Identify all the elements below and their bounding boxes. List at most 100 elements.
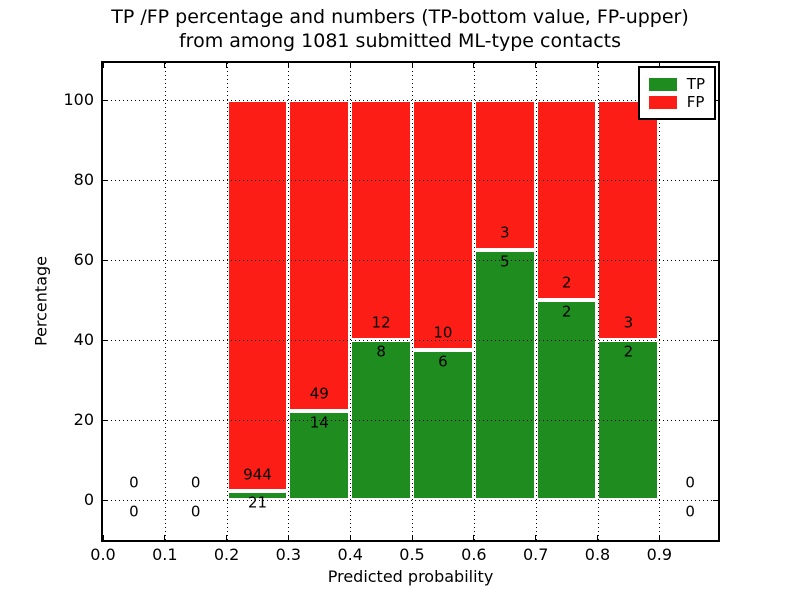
- y-tick-mark: [713, 179, 718, 181]
- bar-segment-tp: [473, 250, 536, 500]
- annotation-tp-count: 8: [376, 342, 386, 361]
- chart-title: TP /FP percentage and numbers (TP-bottom…: [0, 5, 800, 53]
- tp-legend-swatch: [648, 77, 677, 91]
- x-tick-mark: [411, 535, 413, 540]
- annotation-fp-count: 12: [371, 313, 391, 332]
- y-tick-label: 100: [63, 90, 94, 109]
- y-tick-label: 40: [73, 330, 94, 349]
- v-gridline: [535, 63, 537, 540]
- legend-entry-tp: TP: [648, 75, 705, 93]
- legend: TP FP: [637, 66, 716, 120]
- h-gridline: [103, 260, 718, 261]
- annotation-tp-count: 14: [309, 413, 329, 432]
- h-gridline: [103, 180, 718, 181]
- fp-legend-label: FP: [686, 93, 705, 111]
- fp-legend-swatch: [648, 95, 677, 109]
- x-tick-mark: [349, 535, 351, 540]
- bar-segment-tp: [288, 411, 351, 500]
- x-tick-mark: [535, 535, 537, 540]
- v-gridline: [164, 63, 166, 540]
- v-gridline: [597, 63, 599, 540]
- x-tick-label: 0.3: [275, 545, 302, 564]
- bar-segment-tp: [412, 350, 474, 500]
- x-tick-mark: [102, 535, 104, 540]
- annotation-fp-count: 49: [309, 384, 329, 403]
- x-tick-label: 0.5: [399, 545, 425, 564]
- y-tick-label: 80: [73, 170, 94, 189]
- v-gridline: [226, 63, 228, 540]
- annotation-fp-count: 0: [190, 473, 201, 492]
- bar-segment-fp: [288, 100, 351, 412]
- x-tick-mark: [597, 63, 598, 68]
- annotation-tp-count: 2: [623, 342, 634, 361]
- x-tick-mark: [287, 535, 289, 540]
- ticks-layer: [102, 63, 718, 540]
- x-tick-mark: [473, 535, 475, 540]
- y-tick-mark: [713, 339, 718, 341]
- tp-legend-label: TP: [686, 75, 705, 93]
- y-tick-mark: [103, 259, 108, 261]
- h-gridline: [103, 500, 718, 501]
- y-axis-label: Percentage: [31, 255, 51, 347]
- x-axis-label: Predicted probability: [327, 567, 494, 586]
- x-tick-label: 0.8: [584, 545, 611, 564]
- grid-layer: [103, 63, 718, 540]
- annotation-fp-count: 944: [243, 465, 272, 483]
- x-tick-mark: [535, 63, 537, 68]
- chart-title-line2: from among 1081 submitted ML-type contac…: [178, 30, 622, 52]
- annotation-tp-count: 2: [561, 302, 572, 321]
- v-gridline: [412, 63, 413, 540]
- bar-segment-fp: [226, 100, 289, 492]
- y-tick-mark: [713, 499, 718, 501]
- chart-title-line1: TP /FP percentage and numbers (TP-bottom…: [111, 6, 689, 28]
- bar-segment-tp: [226, 491, 289, 500]
- y-tick-label: 20: [73, 410, 94, 429]
- v-gridline: [659, 63, 661, 540]
- y-tick-mark: [713, 419, 718, 421]
- y-tick-mark: [103, 99, 108, 101]
- bar-segment-tp: [535, 300, 598, 500]
- annotation-tp-count: 0: [190, 502, 201, 521]
- legend-entry-fp: FP: [648, 93, 705, 111]
- x-tick-mark: [164, 63, 166, 68]
- annotation-tp-count: 6: [438, 352, 448, 371]
- x-tick-label: 0.7: [522, 545, 549, 564]
- annotation-tp-count: 0: [129, 502, 139, 521]
- x-tick-mark: [226, 535, 228, 540]
- x-tick-label: 0.0: [90, 545, 116, 564]
- x-tick-mark: [287, 63, 289, 68]
- x-tick-mark: [658, 63, 660, 68]
- x-tick-mark: [349, 63, 351, 68]
- x-tick-mark: [597, 535, 598, 540]
- annotation-tp-count: 0: [685, 502, 695, 521]
- v-gridline: [288, 63, 290, 540]
- x-tick-label: 0.2: [213, 545, 240, 564]
- v-gridline: [473, 63, 475, 540]
- x-tick-mark: [164, 535, 166, 540]
- y-tick-mark: [103, 179, 108, 181]
- x-tick-label: 0.9: [646, 545, 673, 564]
- bars-layer: [103, 63, 718, 540]
- x-tick-mark: [102, 63, 104, 68]
- x-tick-mark: [411, 63, 413, 68]
- x-tick-label: 0.1: [152, 545, 178, 564]
- annotation-fp-count: 2: [561, 273, 572, 292]
- y-tick-mark: [103, 499, 108, 501]
- y-tick-label: 0: [83, 490, 94, 509]
- annotation-fp-count: 10: [433, 323, 453, 342]
- annotations-layer: 0 0 0 0 944 21 49 14 12 8 10 6 3 5 2 2 3 2 0 0: [103, 63, 718, 540]
- annotation-fp-count: 3: [623, 313, 634, 332]
- v-gridline: [350, 63, 352, 540]
- h-gridline: [103, 420, 718, 421]
- x-tick-mark: [226, 63, 228, 68]
- y-tick-label: 60: [73, 250, 94, 269]
- annotation-tp-count: 5: [500, 252, 510, 271]
- y-tick-mark: [103, 419, 108, 421]
- plot-area: 0 0 0 0 944 21 49 14 12 8 10 6 3 5 2 2 3 2 0 0 TP FP: [101, 61, 720, 542]
- h-gridline: [103, 340, 718, 341]
- annotation-fp-count: 0: [129, 473, 139, 492]
- h-gridline: [103, 100, 718, 101]
- x-tick-mark: [473, 63, 475, 68]
- y-tick-mark: [713, 259, 718, 261]
